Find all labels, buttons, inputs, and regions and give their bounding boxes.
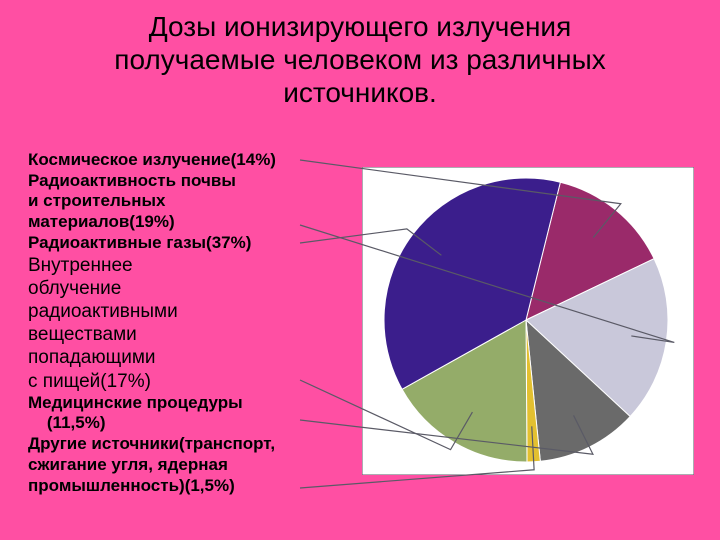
slide-title: Дозы ионизирующего излученияполучаемые ч…	[0, 10, 720, 109]
legend-line: облучение	[28, 277, 358, 300]
legend-line: материалов(19%)	[28, 212, 358, 233]
legend-line: Радиоактивность почвы	[28, 171, 358, 192]
pie-chart	[362, 167, 694, 475]
legend-line: с пищей(17%)	[28, 370, 358, 393]
legend-line: (11,5%)	[28, 413, 358, 434]
legend-line: радиоактивными	[28, 300, 358, 323]
legend-line: Медицинские процедуры	[28, 393, 358, 414]
legend-line: и строительных	[28, 191, 358, 212]
legend-line: Радиоактивные газы(37%)	[28, 233, 358, 254]
legend-line: Космическое излучение(14%)	[28, 150, 358, 171]
legend-line: веществами	[28, 323, 358, 346]
slide: Дозы ионизирующего излученияполучаемые ч…	[0, 0, 720, 540]
legend-line: промышленность)(1,5%)	[28, 476, 358, 497]
chart-container	[362, 167, 694, 475]
legend-line: Внутреннее	[28, 254, 358, 277]
legend-line: Другие источники(транспорт,	[28, 434, 358, 455]
legend-line: сжигание угля, ядерная	[28, 455, 358, 476]
legend-line: попадающими	[28, 346, 358, 369]
legend-block: Космическое излучение(14%)Радиоактивност…	[28, 150, 358, 496]
